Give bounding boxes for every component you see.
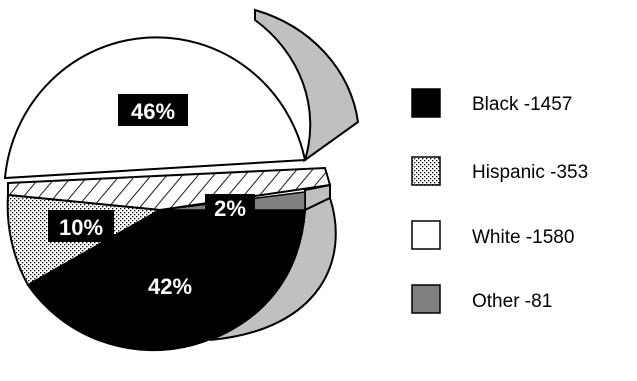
label-box-other — [205, 194, 255, 222]
legend-label-hispanic: Hispanic -353 — [472, 162, 588, 183]
legend-label-black: Black -1457 — [472, 94, 572, 115]
label-box-white — [118, 94, 188, 126]
slice-black-side — [209, 196, 337, 341]
legend-swatch-black — [411, 88, 441, 118]
slice-black-top — [26, 209, 307, 352]
legend-swatch-other — [411, 284, 441, 314]
label-hispanic-percent: 10% — [59, 215, 103, 240]
label-black-percent: 42% — [148, 274, 192, 299]
legend-label-other: Other -81 — [472, 291, 552, 312]
label-box-hispanic — [48, 210, 114, 242]
legend: Black -1457 Hispanic -353 White -1580 Ot… — [411, 88, 588, 314]
label-other-percent: 2% — [214, 196, 246, 221]
legend-label-white: White -1580 — [472, 227, 574, 248]
label-white-percent: 46% — [131, 99, 175, 124]
legend-swatch-white — [411, 220, 441, 250]
legend-swatch-hispanic — [411, 156, 441, 186]
